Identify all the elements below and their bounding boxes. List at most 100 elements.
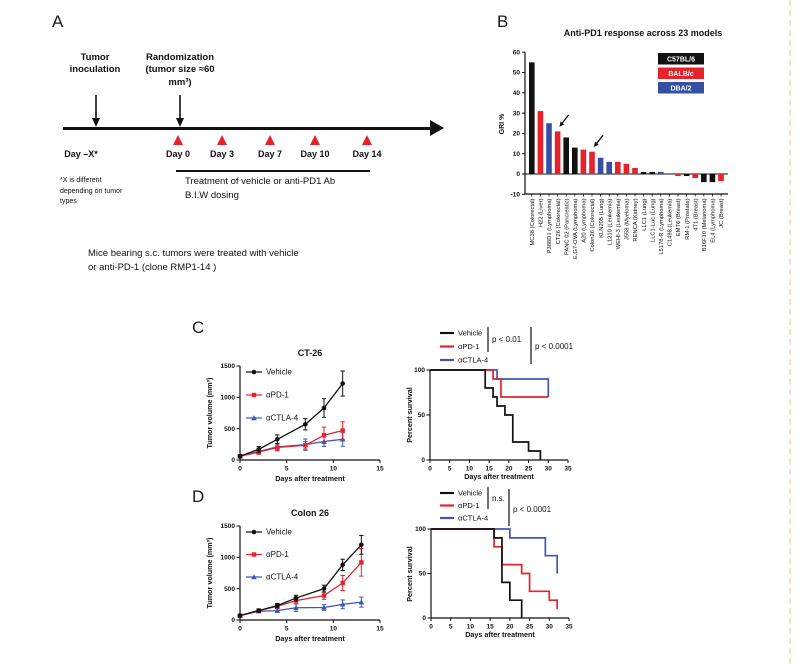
tumor-inoculation-label: Tumor inoculation — [69, 52, 121, 76]
marker-circle — [237, 613, 243, 618]
survival-curve — [431, 528, 559, 610]
legend-label: Vehicle — [266, 528, 292, 537]
bar — [529, 62, 535, 174]
x-tick-label: 30 — [546, 624, 554, 631]
x-axis-title: Days after treatment — [275, 634, 345, 643]
legend-label: BALB/c — [668, 71, 693, 78]
marker-circle — [275, 603, 280, 608]
x-tick-label: 35 — [565, 624, 573, 631]
colon26-survival-chart: 0 50 100 0 5 10 15 20 25 30 35 Percent survival Days… — [405, 487, 573, 639]
p-value-label: n.s. — [492, 494, 505, 503]
marker-square — [321, 433, 327, 438]
panel-a-label: A — [52, 12, 64, 31]
treatment-text: Treatment of vehicle or anti-PD1 Ab B.I.… — [185, 175, 385, 203]
marker-triangle — [339, 601, 346, 607]
y-tick-label: 40 — [513, 90, 521, 97]
figure-caption: Mice bearing s.c. tumors were treated wi… — [88, 247, 388, 276]
category-label: Colon26 (Colorectal) — [590, 198, 596, 251]
bar — [615, 161, 621, 174]
y-tick-label: 60 — [513, 49, 521, 56]
marker-square — [275, 445, 280, 450]
dose-triangle-icon — [265, 135, 275, 145]
category-label: EMT6 (Breast) — [676, 198, 682, 236]
bar — [709, 174, 716, 183]
legend-label: αCTLA-4 — [458, 356, 488, 365]
timeline-day-start: Day –X* — [64, 149, 98, 159]
marker-circle — [237, 453, 243, 459]
x-tick-label: 15 — [376, 466, 384, 473]
legend-swatch — [658, 82, 704, 94]
colon26-volume-chart: 0 500 1000 1500 0 5 10 15 Tumor volume (mm³) Days… — [205, 508, 384, 643]
y-axis-title: Tumor volume (mm³) — [205, 537, 214, 609]
legend-label: αCTLA-4 — [266, 414, 299, 423]
legend-label: αPD-1 — [266, 391, 289, 400]
survival-curve — [431, 528, 559, 574]
y-tick-label: 100 — [414, 367, 425, 374]
marker-circle — [251, 529, 257, 535]
x-axis-title: Days after treatment — [465, 630, 535, 639]
y-axis-title: Percent survival — [405, 546, 414, 602]
survival-curve — [430, 369, 542, 460]
ct26-survival-chart: 0 50 100 0 5 10 15 20 25 30 35 Percent survival Days… — [405, 327, 574, 481]
x-axis-title: Days after treatment — [275, 474, 345, 483]
y-tick-label: 0 — [516, 171, 520, 178]
category-label: JC (Breast) — [719, 198, 725, 227]
dose-triangle-icon — [310, 135, 320, 145]
marker-circle — [293, 595, 299, 601]
timeline-axis — [63, 127, 431, 130]
category-label: RM-1 (Prostate) — [685, 198, 691, 239]
x-tick-label: 0 — [238, 626, 242, 633]
panel-c-label: C — [192, 318, 205, 337]
marker-square — [340, 580, 345, 586]
dose-triangle-icon — [217, 135, 227, 145]
bar — [623, 163, 630, 174]
y-tick-label: 10 — [513, 151, 521, 158]
y-tick-label: 50 — [419, 571, 427, 578]
treatment-line-2: B.I.W dosing — [185, 189, 239, 201]
y-tick-label: 50 — [418, 412, 426, 419]
category-label: LLC1 (Lung) — [642, 198, 648, 230]
x-tick-label: 10 — [467, 624, 475, 631]
bar — [640, 171, 647, 174]
x-tick-label: 5 — [449, 624, 453, 631]
bar — [606, 161, 612, 174]
category-label: P388D1 (Lymphoma) — [547, 198, 553, 253]
marker-square — [340, 428, 345, 433]
bar — [658, 171, 664, 174]
bar — [683, 174, 690, 177]
treatment-line-1: Treatment of vehicle or anti-PD1 Ab — [185, 176, 336, 187]
timeline-day: Day 0 — [156, 135, 200, 159]
y-tick-label: 100 — [415, 526, 426, 533]
randomization-label: Randomization (tumor size ≈60 mm³) — [145, 52, 215, 88]
marker-triangle — [321, 604, 327, 610]
bar — [537, 111, 544, 174]
timeline-day: Day 10 — [293, 135, 337, 159]
chart-title: CT-26 — [298, 348, 323, 358]
bar — [632, 167, 638, 174]
y-tick-label: 1000 — [221, 555, 236, 562]
category-label: L5178-R (Lymphoma) — [659, 198, 665, 254]
bar — [701, 174, 707, 183]
marker-square — [251, 552, 257, 557]
timeline-arrowhead-icon — [430, 120, 444, 136]
y-tick-label: 1500 — [221, 523, 236, 530]
marker-circle — [340, 562, 345, 568]
y-tick-label: 500 — [224, 586, 235, 593]
marker-circle — [256, 447, 261, 452]
bar — [554, 131, 561, 174]
x-tick-label: 10 — [330, 626, 338, 633]
category-label: MC38 (Colorectal) — [530, 198, 536, 245]
category-label: 4T1 (Breast) — [693, 198, 699, 230]
y-axis-title: GRI % — [499, 113, 506, 134]
series-line — [239, 429, 343, 457]
timeline-day-label: Day 10 — [300, 149, 330, 159]
y-tick-label: 50 — [513, 70, 521, 77]
category-label: H22 (Liver) — [539, 198, 545, 227]
marker-circle — [359, 542, 364, 548]
panel-b-label: B — [497, 12, 509, 31]
axis-line — [596, 134, 604, 144]
legend-label: Vehicle — [458, 329, 482, 338]
y-tick-label: 30 — [513, 110, 521, 117]
y-axis-title: Tumor volume (mm³) — [205, 377, 214, 449]
